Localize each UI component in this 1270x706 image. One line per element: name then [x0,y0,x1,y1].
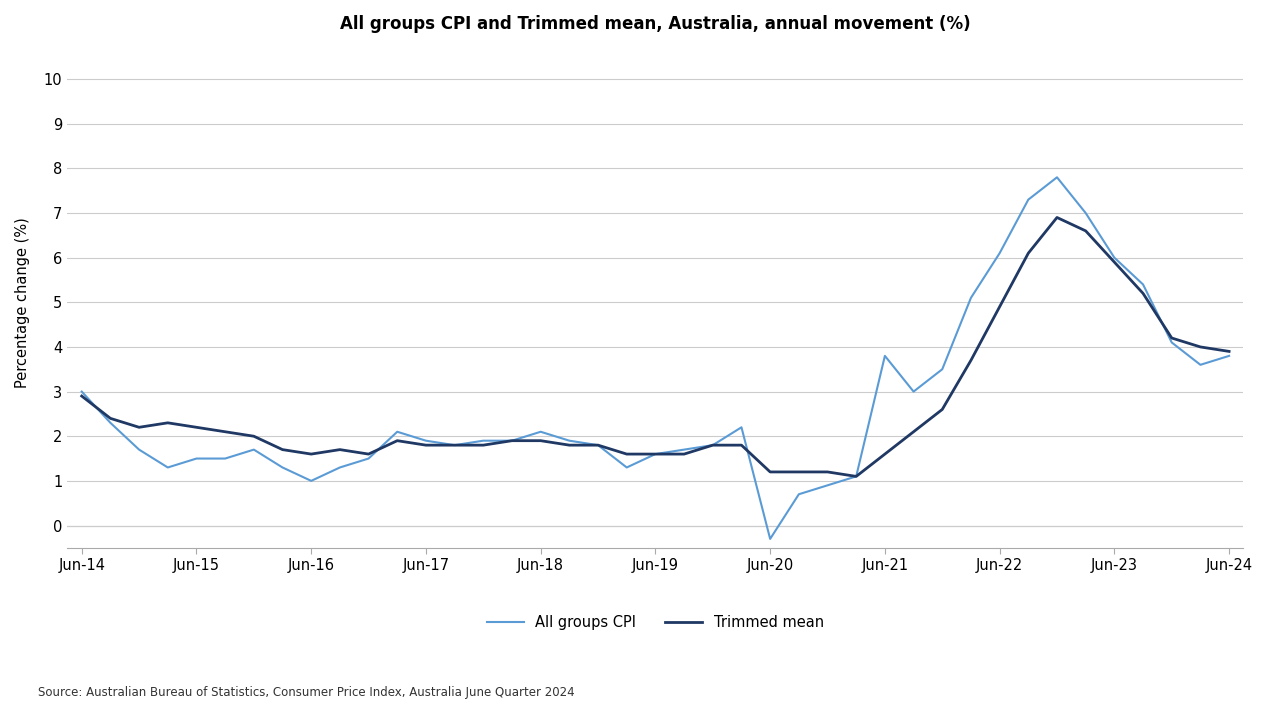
All groups CPI [648,450,663,458]
All groups CPI [160,463,175,472]
Trimmed mean [1222,347,1237,356]
All groups CPI [1078,209,1093,217]
All groups CPI [504,436,519,445]
All groups CPI [132,445,147,454]
All groups CPI [618,463,634,472]
Trimmed mean [618,450,634,458]
Trimmed mean [1021,249,1036,258]
All groups CPI [304,477,319,485]
Trimmed mean [246,432,262,441]
All groups CPI [274,463,290,472]
Trimmed mean [476,441,491,450]
Line: All groups CPI: All groups CPI [81,177,1229,539]
Legend: All groups CPI, Trimmed mean: All groups CPI, Trimmed mean [481,609,829,636]
All groups CPI [591,441,606,450]
All groups CPI [1193,361,1208,369]
Text: Source: Australian Bureau of Statistics, Consumer Price Index, Australia June Qu: Source: Australian Bureau of Statistics,… [38,686,575,699]
Trimmed mean [648,450,663,458]
All groups CPI [533,428,549,436]
All groups CPI [246,445,262,454]
All groups CPI [1106,253,1121,262]
Trimmed mean [333,445,348,454]
Trimmed mean [390,436,405,445]
Trimmed mean [504,436,519,445]
Trimmed mean [361,450,376,458]
Trimmed mean [1193,342,1208,351]
Trimmed mean [447,441,462,450]
All groups CPI [390,428,405,436]
All groups CPI [418,436,433,445]
All groups CPI [677,445,692,454]
Trimmed mean [878,450,893,458]
All groups CPI [762,534,777,543]
All groups CPI [848,472,864,481]
All groups CPI [447,441,462,450]
All groups CPI [992,249,1007,258]
Trimmed mean [74,392,89,400]
Trimmed mean [1165,334,1180,342]
All groups CPI [103,419,118,427]
All groups CPI [217,454,232,462]
All groups CPI [1135,280,1151,289]
Trimmed mean [1135,289,1151,298]
All groups CPI [964,294,979,302]
Title: All groups CPI and Trimmed mean, Australia, annual movement (%): All groups CPI and Trimmed mean, Austral… [340,15,970,33]
All groups CPI [1049,173,1064,181]
Trimmed mean [1049,213,1064,222]
Y-axis label: Percentage change (%): Percentage change (%) [15,217,30,388]
All groups CPI [1222,352,1237,360]
All groups CPI [791,490,806,498]
Trimmed mean [734,441,749,450]
Trimmed mean [1106,258,1121,266]
All groups CPI [906,388,921,396]
Trimmed mean [160,419,175,427]
Trimmed mean [964,356,979,364]
Trimmed mean [561,441,577,450]
All groups CPI [74,388,89,396]
All groups CPI [189,454,204,462]
Trimmed mean [791,467,806,476]
Trimmed mean [533,436,549,445]
Trimmed mean [935,405,950,414]
Trimmed mean [820,467,836,476]
Trimmed mean [591,441,606,450]
All groups CPI [561,436,577,445]
All groups CPI [1165,338,1180,347]
All groups CPI [1021,196,1036,204]
All groups CPI [878,352,893,360]
Trimmed mean [132,423,147,431]
Trimmed mean [906,428,921,436]
Trimmed mean [705,441,720,450]
All groups CPI [935,365,950,373]
All groups CPI [820,481,836,489]
Trimmed mean [217,428,232,436]
All groups CPI [734,423,749,431]
All groups CPI [705,441,720,450]
Trimmed mean [304,450,319,458]
Trimmed mean [677,450,692,458]
All groups CPI [361,454,376,462]
Trimmed mean [1078,227,1093,235]
Trimmed mean [274,445,290,454]
Line: Trimmed mean: Trimmed mean [81,217,1229,477]
Trimmed mean [103,414,118,423]
All groups CPI [476,436,491,445]
All groups CPI [333,463,348,472]
Trimmed mean [189,423,204,431]
Trimmed mean [418,441,433,450]
Trimmed mean [762,467,777,476]
Trimmed mean [992,303,1007,311]
Trimmed mean [848,472,864,481]
